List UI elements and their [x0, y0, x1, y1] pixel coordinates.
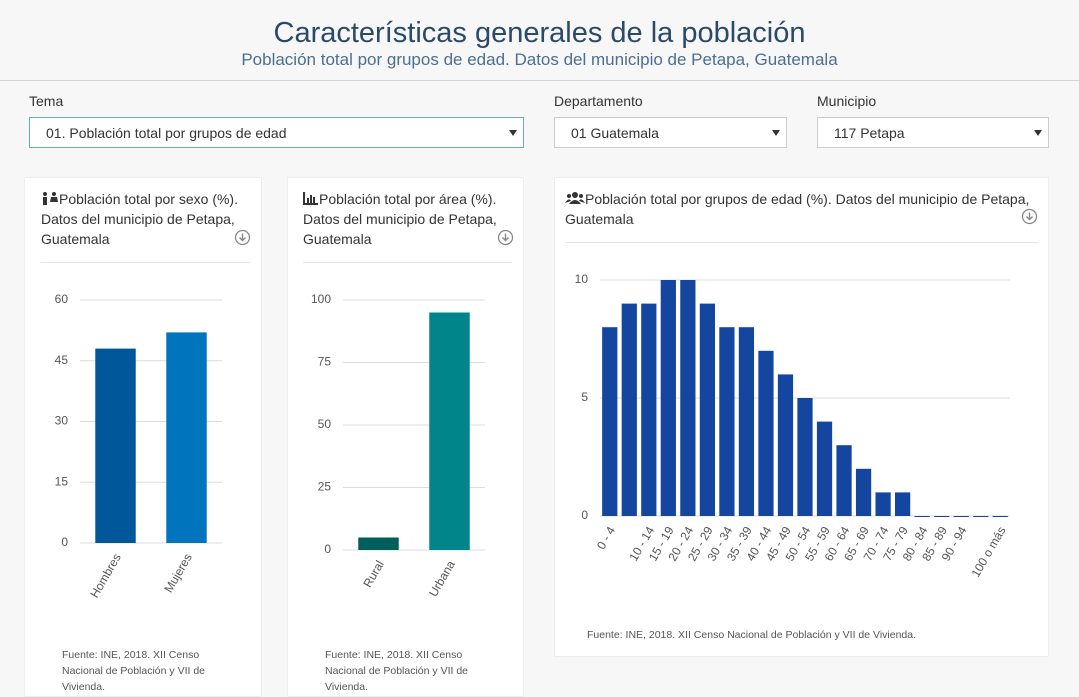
bar [836, 445, 852, 516]
bar [953, 516, 969, 517]
dropdown-arrow [772, 130, 780, 136]
bar [95, 348, 136, 543]
bar [875, 492, 891, 516]
bar [816, 421, 833, 516]
bar [777, 374, 794, 516]
dropdown-arrow [509, 130, 517, 136]
icon [303, 192, 318, 205]
y-tick-label: 45 [55, 353, 69, 367]
x-tick-label: Urbana [426, 558, 458, 599]
chart-title: Población total por grupos de edad (%). … [565, 191, 1030, 227]
bar [797, 398, 813, 516]
select-value: 117 Petapa [834, 125, 905, 141]
select[interactable]: 01 Guatemala [554, 117, 787, 148]
bar [166, 332, 207, 543]
y-tick-label: 60 [55, 292, 69, 306]
chart-title: Población total por área (%). Datos del … [303, 191, 497, 247]
bar [641, 303, 657, 516]
y-tick-label: 50 [318, 417, 332, 431]
x-tick-label: Mujeres [161, 551, 194, 595]
bar [621, 303, 637, 516]
page-title: Características generales de la població… [273, 17, 806, 49]
card [287, 177, 524, 697]
page-subtitle: Población total por grupos de edad. Dato… [241, 50, 838, 69]
icon [43, 192, 58, 205]
select-value: 01 Guatemala [571, 125, 659, 141]
y-tick-label: 0 [324, 542, 331, 556]
bar [973, 516, 989, 517]
icon [565, 192, 585, 204]
source-note: Fuente: INE, 2018. XII Censo Nacional de… [587, 629, 917, 641]
x-tick-label: Rural [360, 558, 386, 590]
bar [914, 516, 930, 517]
y-tick-label: 30 [55, 414, 69, 428]
download-button[interactable] [497, 229, 514, 246]
bar [934, 516, 950, 517]
bar [992, 516, 1008, 517]
x-tick-label: 100 o más [968, 524, 1008, 580]
divider [41, 262, 250, 263]
select-value: 01. Población total por grupos de edad [46, 125, 287, 141]
bar [680, 280, 696, 516]
chart-title: Población total por sexo (%). Datos del … [41, 191, 238, 247]
select[interactable]: 117 Petapa [817, 117, 1049, 148]
bar [855, 468, 872, 516]
y-tick-label: 5 [581, 390, 588, 404]
download-button[interactable] [1021, 208, 1038, 225]
card [24, 177, 262, 697]
y-tick-label: 100 [311, 292, 331, 306]
filter-label: Municipio [817, 93, 877, 109]
y-tick-label: 75 [318, 355, 332, 369]
divider [303, 262, 512, 263]
bar [429, 312, 470, 550]
bar [699, 303, 715, 516]
download-button[interactable] [234, 229, 251, 246]
bar [758, 350, 774, 516]
bar [602, 327, 618, 516]
divider [565, 242, 1038, 243]
filter-label: Tema [29, 93, 64, 109]
bar [358, 537, 399, 550]
x-tick-label: Hombres [87, 551, 123, 600]
y-tick-label: 15 [55, 474, 69, 488]
header: Características generales de la població… [0, 0, 1079, 81]
source-note: Fuente: INE, 2018. XII Censo Nacional de… [325, 649, 469, 693]
bar [660, 280, 676, 516]
select[interactable]: 01. Población total por grupos de edad [29, 117, 524, 148]
filter-label: Departamento [554, 93, 643, 109]
bar [895, 492, 911, 516]
y-tick-label: 10 [575, 272, 589, 286]
dropdown-arrow [1034, 130, 1042, 136]
y-tick-label: 25 [318, 480, 332, 494]
bar [738, 327, 755, 516]
bar [719, 327, 735, 516]
x-tick-label: 0 - 4 [594, 524, 618, 552]
y-tick-label: 0 [61, 535, 68, 549]
y-tick-label: 0 [581, 508, 588, 522]
